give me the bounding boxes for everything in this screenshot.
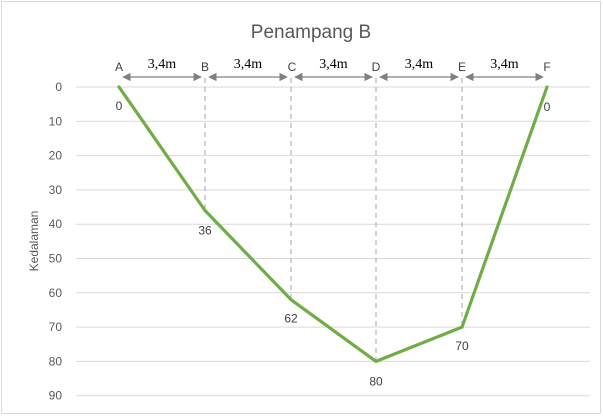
series-line: [117, 85, 549, 363]
y-tick-label: 90: [49, 389, 63, 403]
y-tick-label: 10: [49, 114, 63, 128]
y-tick-label: 80: [49, 354, 63, 368]
segment-length-label: 3,4m: [490, 57, 519, 72]
point-label: F: [543, 60, 550, 74]
y-tick-label: 50: [49, 252, 63, 266]
data-label: 80: [369, 374, 383, 388]
data-label: 0: [544, 100, 551, 114]
data-label: 70: [455, 339, 469, 353]
data-label: 62: [284, 312, 298, 326]
segment-length-label: 3,4m: [405, 57, 434, 72]
segment-length-label: 3,4m: [234, 57, 263, 72]
point-label: C: [288, 60, 297, 74]
segment-length-label: 3,4m: [319, 57, 348, 72]
y-tick-label: 60: [49, 286, 63, 300]
point-label: E: [458, 60, 466, 74]
segment-length-label: 3,4m: [148, 57, 177, 72]
y-tick-label: 70: [49, 320, 63, 334]
y-tick-label: 20: [49, 149, 63, 163]
point-label: D: [372, 60, 381, 74]
point-label: B: [201, 60, 209, 74]
point-label: A: [115, 60, 123, 74]
data-label: 36: [198, 223, 212, 237]
chart-title: Penampang B: [251, 22, 371, 43]
y-tick-label: 40: [49, 217, 63, 231]
y-axis-label: Kedalaman: [27, 211, 41, 272]
data-label: 0: [116, 99, 123, 113]
y-tick-label: 30: [49, 183, 63, 197]
y-tick-label: 0: [55, 80, 62, 94]
